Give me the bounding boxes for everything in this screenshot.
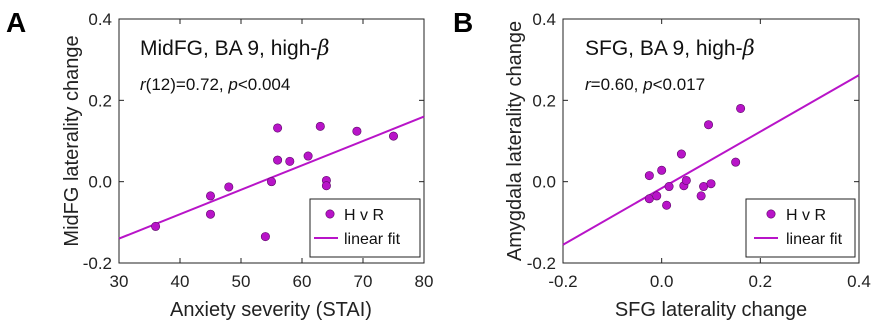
y-tick-label: 0.4 bbox=[532, 10, 556, 29]
x-tick-label: 70 bbox=[354, 272, 373, 291]
x-tick-label: 0.0 bbox=[650, 272, 674, 291]
stat-text-b: r=0.60, p<0.017 bbox=[585, 75, 705, 94]
x-axis-label-b: SFG laterality change bbox=[615, 299, 807, 321]
x-tick-label: -0.2 bbox=[548, 272, 577, 291]
panel-letter-b: B bbox=[453, 7, 473, 38]
plot-frame-b bbox=[562, 18, 860, 264]
legend-points-label-a: H v R bbox=[344, 207, 384, 224]
data-point bbox=[664, 182, 674, 192]
ticks-b: -0.2 0.0 0.2 0.4 -0.2 0.0 0.2 0.4 bbox=[527, 10, 871, 291]
data-point bbox=[303, 151, 313, 161]
data-point bbox=[315, 121, 325, 131]
y-axis-label-a: MidFG laterality change bbox=[61, 35, 83, 246]
stat-text-a: r(12)=0.72, p<0.004 bbox=[140, 75, 290, 94]
data-point bbox=[644, 171, 654, 181]
data-point bbox=[388, 131, 398, 141]
panel-a: A 30 40 50 60 70 80 -0.2 0.0 0.2 0.4 MidFG, BA 9,… bbox=[6, 7, 433, 321]
y-tick-label: 0.0 bbox=[532, 173, 556, 192]
y-tick-label: -0.2 bbox=[83, 254, 112, 273]
points-a bbox=[151, 121, 398, 242]
x-tick-label: 30 bbox=[110, 272, 129, 291]
data-point bbox=[736, 103, 746, 113]
data-point bbox=[652, 191, 662, 201]
data-point bbox=[662, 200, 672, 210]
legend-marker-b bbox=[766, 209, 776, 219]
fit-line-b bbox=[562, 74, 860, 246]
y-axis-label-b: Amygdala laterality change bbox=[504, 21, 526, 261]
panel-letter-a: A bbox=[6, 7, 26, 38]
x-tick-label: 0.4 bbox=[847, 272, 871, 291]
legend-b: H v R linear fit bbox=[745, 198, 856, 258]
y-tick-label: 0.0 bbox=[88, 173, 112, 192]
y-tick-label: 0.2 bbox=[88, 91, 112, 110]
data-point bbox=[352, 126, 362, 136]
data-point bbox=[706, 179, 716, 189]
x-tick-label: 40 bbox=[171, 272, 190, 291]
data-point bbox=[273, 123, 283, 133]
legend-box-b bbox=[745, 198, 856, 258]
plot-frame-a bbox=[118, 18, 425, 264]
y-tick-label: -0.2 bbox=[527, 254, 556, 273]
x-tick-label: 80 bbox=[415, 272, 434, 291]
y-tick-label: 0.4 bbox=[88, 10, 112, 29]
legend-marker-a bbox=[325, 209, 335, 219]
legend-points-label-b: H v R bbox=[786, 207, 826, 224]
x-tick-label: 50 bbox=[232, 272, 251, 291]
legend-box-a bbox=[309, 198, 421, 258]
x-tick-label: 0.2 bbox=[749, 272, 773, 291]
data-point bbox=[285, 156, 295, 166]
data-point bbox=[273, 155, 283, 165]
y-tick-label: 0.2 bbox=[532, 91, 556, 110]
data-point bbox=[151, 221, 161, 231]
legend-a: H v R linear fit bbox=[309, 198, 421, 258]
data-point bbox=[206, 191, 216, 201]
x-tick-label: 60 bbox=[293, 272, 312, 291]
data-point bbox=[681, 175, 691, 185]
data-point bbox=[260, 232, 270, 242]
data-point bbox=[321, 181, 331, 191]
ticks-a: 30 40 50 60 70 80 -0.2 0.0 0.2 0.4 bbox=[83, 10, 434, 291]
data-point bbox=[731, 157, 741, 167]
data-point bbox=[676, 149, 686, 159]
data-point bbox=[657, 165, 667, 175]
panel-b: B -0.2 0.0 0.2 0.4 -0.2 0.0 0.2 0.4 SFG, BA 9, … bbox=[453, 7, 871, 321]
data-point bbox=[224, 182, 234, 192]
x-axis-label-a: Anxiety severity (STAI) bbox=[170, 299, 372, 321]
points-b bbox=[644, 103, 746, 210]
legend-line-label-a: linear fit bbox=[344, 231, 401, 248]
data-point bbox=[266, 177, 276, 187]
data-point bbox=[704, 120, 714, 130]
data-point bbox=[696, 191, 706, 201]
data-point bbox=[206, 209, 216, 219]
legend-line-label-b: linear fit bbox=[786, 231, 843, 248]
panel-title-a: MidFG, BA 9, high-β bbox=[140, 36, 330, 60]
panel-title-b: SFG, BA 9, high-β bbox=[585, 36, 755, 60]
